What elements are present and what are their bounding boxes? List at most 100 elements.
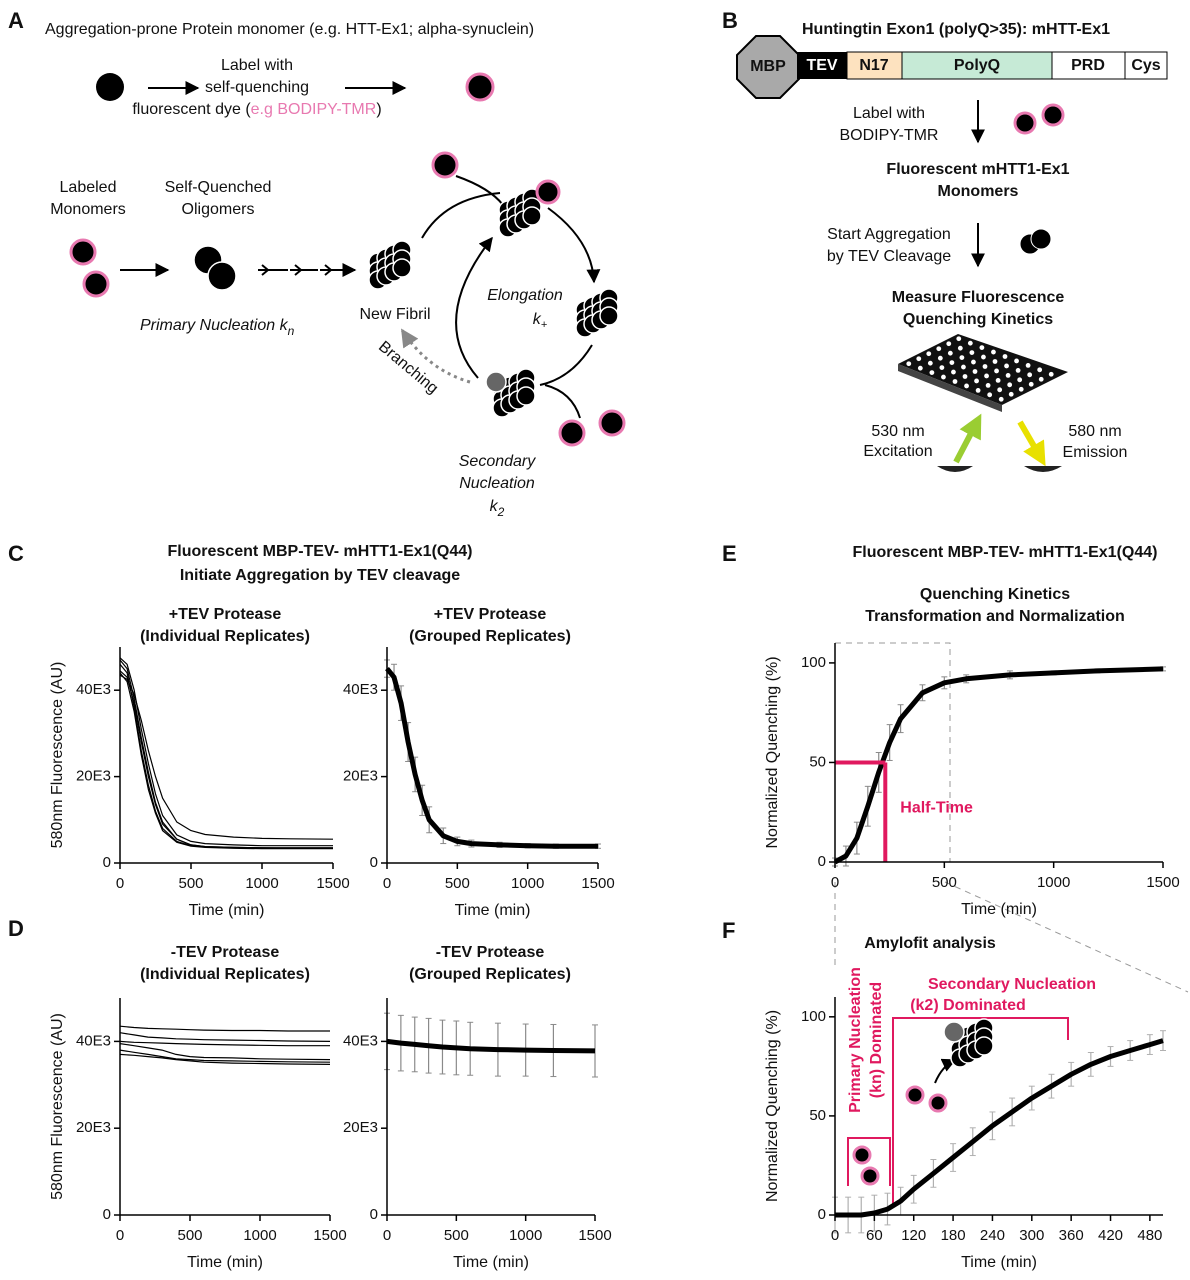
well <box>972 369 978 374</box>
series-line <box>835 1038 1164 1218</box>
lens <box>937 466 973 472</box>
chart-title: (Individual Replicates) <box>140 966 310 983</box>
well <box>1025 362 1031 368</box>
x-tick-label: 500 <box>932 874 957 891</box>
chart-title: (Individual Replicates) <box>140 628 310 645</box>
x-tick-label: 420 <box>1098 1227 1123 1244</box>
y-tick-label: 100 <box>801 1008 826 1025</box>
series-line <box>119 663 333 849</box>
well <box>985 382 991 388</box>
chart-title: +TEV Protease <box>169 606 282 623</box>
labeled-monomer <box>928 1093 948 1113</box>
well <box>975 387 981 393</box>
subscript: + <box>541 319 548 331</box>
label-text: Emission <box>1063 444 1128 461</box>
text: k <box>533 311 542 328</box>
y-axis-label: Normalized Quenching (%) <box>764 656 781 848</box>
x-axis-label: Time (min) <box>961 901 1037 918</box>
well <box>982 364 988 369</box>
well <box>1048 371 1054 377</box>
bracket <box>847 1137 891 1186</box>
well <box>967 340 973 346</box>
label-text: Labeled <box>60 179 117 196</box>
y-tick-label: 100 <box>801 654 826 671</box>
panel-label: A <box>8 8 24 33</box>
panel-label: C <box>8 541 24 566</box>
chart-title: Amylofit analysis <box>864 935 996 952</box>
x-tick-label: 240 <box>980 1227 1005 1244</box>
y-tick-label: 0 <box>370 1206 378 1223</box>
dye-name: e.g BODIPY-TMR <box>251 101 377 118</box>
branching-arrow <box>400 328 471 384</box>
x-tick-label: 0 <box>831 1227 839 1244</box>
arrow-heads <box>261 264 333 276</box>
well <box>974 378 979 384</box>
cycle-arc <box>544 384 581 419</box>
y-axis-label: 580nm Fluorescence (AU) <box>49 662 66 849</box>
label-text: Secondary <box>459 453 536 470</box>
panel-label: E <box>722 541 737 566</box>
series-line <box>119 1040 330 1047</box>
label-text: Measure Fluorescence <box>892 289 1065 306</box>
plate <box>898 334 1068 405</box>
x-tick-label: 500 <box>177 1227 202 1244</box>
x-tick-label: 0 <box>383 875 391 892</box>
y-tick-label: 20E3 <box>343 768 378 785</box>
well <box>959 355 965 361</box>
y-tick-label: 0 <box>818 853 826 870</box>
chart-title: (Grouped Replicates) <box>409 628 571 645</box>
plate-wells <box>906 336 1054 402</box>
labeled-monomer <box>465 72 495 102</box>
y-tick-label: 50 <box>809 1107 826 1124</box>
x-tick-label: 180 <box>941 1227 966 1244</box>
chart-title: -TEV Protease <box>171 944 280 961</box>
well <box>981 354 986 360</box>
label-text: Label with <box>853 105 925 122</box>
cycle-arc <box>539 344 593 386</box>
panel-a: Aggregation-prone Protein monomer (e.g. … <box>45 21 626 519</box>
domain-label: PRD <box>1071 57 1105 74</box>
panel-header: Fluorescent MBP-TEV- mHTT1-Ex1(Q44) <box>853 544 1158 561</box>
label-text: Oligomers <box>182 201 255 218</box>
x-tick-label: 120 <box>901 1227 926 1244</box>
x-tick-label: 1000 <box>509 1227 542 1244</box>
annotation: (k2) Dominated <box>910 997 1026 1014</box>
monomer <box>1030 228 1052 250</box>
domain-label: TEV <box>806 57 837 74</box>
well <box>906 361 912 367</box>
series-line <box>119 1032 331 1042</box>
well <box>971 359 976 365</box>
domain-label: N17 <box>859 57 888 74</box>
well <box>946 341 952 347</box>
cycle-arc <box>421 192 501 239</box>
annotation: Secondary Nucleation <box>928 976 1096 993</box>
x-tick-label: 360 <box>1059 1227 1084 1244</box>
well <box>969 350 975 356</box>
x-tick-label: 1000 <box>243 1227 276 1244</box>
y-tick-label: 0 <box>818 1206 826 1223</box>
well <box>1004 363 1009 369</box>
x-tick-label: 0 <box>383 1227 391 1244</box>
well <box>962 374 968 379</box>
labeled-monomer <box>82 270 110 298</box>
x-tick-label: 500 <box>444 1227 469 1244</box>
well <box>936 346 942 352</box>
labeled-monomer <box>535 179 561 205</box>
series-line <box>119 659 333 849</box>
label-text: 530 nm <box>871 423 924 440</box>
x-tick-label: 500 <box>445 875 470 892</box>
annotation: Primary Nucleation <box>847 967 864 1113</box>
panel-b: Huntingtin Exon1 (polyQ>35): mHTT-Ex1 MB… <box>736 21 1168 472</box>
series-line <box>119 657 333 847</box>
label-text: New Fibril <box>359 306 430 323</box>
label-text: Primary Nucleation kn <box>140 317 295 338</box>
prd-domain <box>1051 51 1126 80</box>
series-line <box>119 1049 331 1063</box>
label-text: Nucleation <box>459 475 535 492</box>
label-text: self-quenching <box>205 79 309 96</box>
oligomer <box>207 261 237 291</box>
labeled-monomer <box>69 238 97 266</box>
chart-title: +TEV Protease <box>434 606 547 623</box>
label-text: Elongation <box>487 287 563 304</box>
